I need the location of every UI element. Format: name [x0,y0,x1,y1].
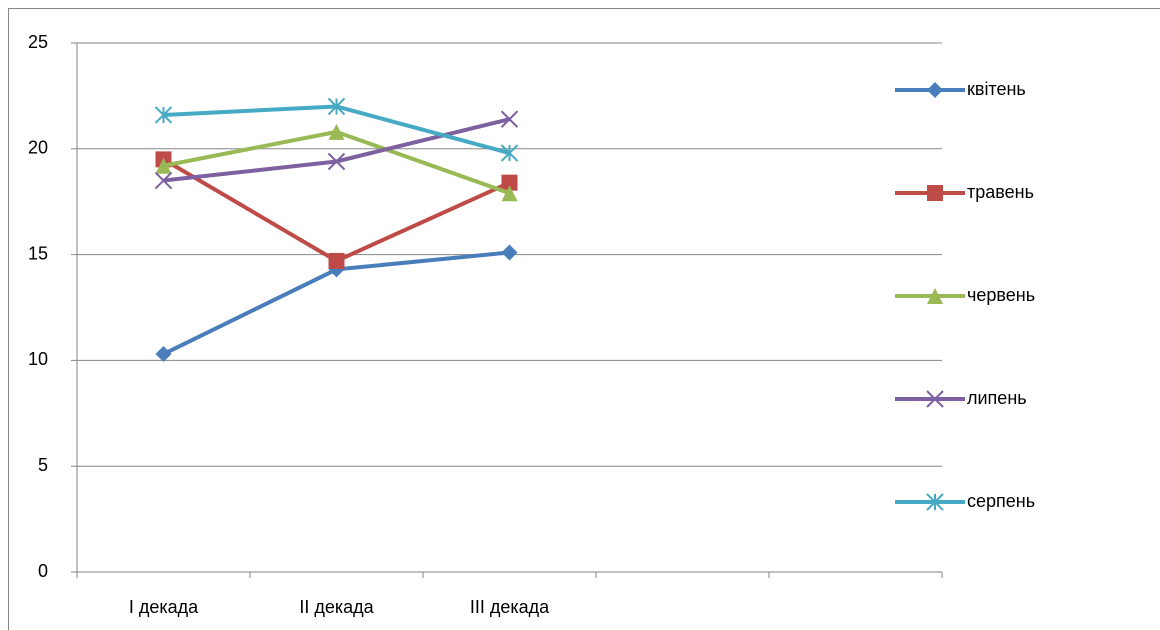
legend-label: червень [967,285,1035,305]
y-tick-label: 10 [28,349,48,369]
chart-border [8,8,1160,630]
marker [328,123,345,140]
marker [501,244,518,261]
legend-marker [926,493,944,511]
marker [500,110,519,128]
marker [155,346,172,363]
x-tick-label: I декада [129,597,199,617]
marker [154,106,173,124]
marker [327,97,346,116]
legend-label: липень [967,388,1027,408]
legend-marker [927,288,943,304]
y-tick-label: 0 [38,561,48,581]
legend-marker [927,185,943,201]
marker [328,252,345,269]
y-tick-label: 15 [28,243,48,263]
marker [500,144,519,162]
marker [501,174,518,191]
legend-label: серпень [967,491,1035,511]
legend-label: травень [967,182,1034,202]
y-tick-label: 25 [28,32,48,52]
legend-marker [926,390,944,408]
y-tick-label: 20 [28,138,48,158]
x-tick-label: II декада [299,597,374,617]
marker [327,152,346,171]
marker [501,185,518,202]
legend-marker [927,82,943,98]
legend-label: квітень [967,79,1026,99]
marker [154,171,173,190]
x-tick-label: III декада [470,597,550,617]
marker [155,157,172,174]
y-tick-label: 5 [38,455,48,475]
